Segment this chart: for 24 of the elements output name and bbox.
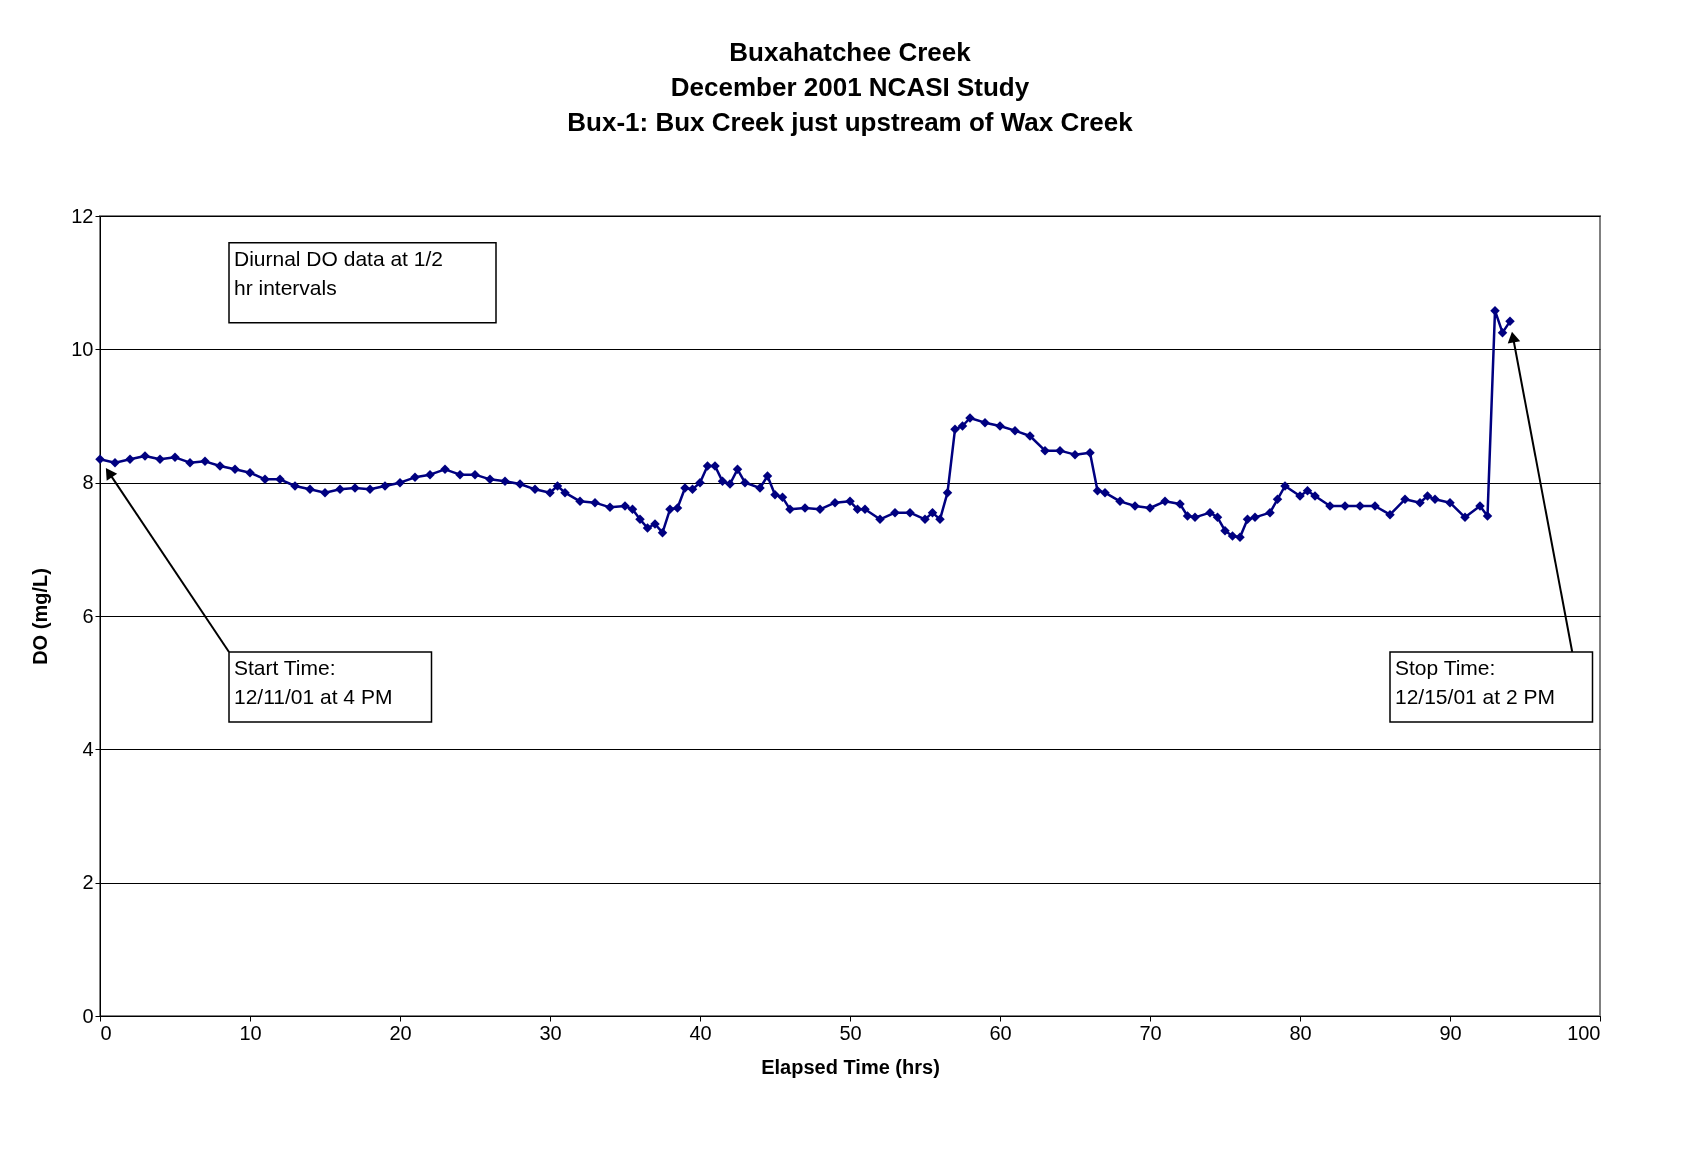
x-tick-label: 70 (1139, 1021, 1162, 1044)
y-tick-label: 10 (71, 337, 94, 360)
y-tick-label: 8 (82, 471, 94, 494)
x-tick-label: 60 (989, 1021, 1012, 1044)
y-axis-title: DO (mg/L) (29, 568, 52, 665)
annotation: Start Time: 12/11/01 at 4 PM (234, 656, 393, 708)
x-axis-title: Elapsed Time (hrs) (761, 1055, 940, 1078)
x-tick-label: 30 (539, 1021, 562, 1044)
x-tick-label: 100 (1567, 1021, 1601, 1044)
y-tick-label: 12 (71, 204, 94, 227)
annotation: Diurnal DO data at 1/2 hr intervals (234, 246, 443, 299)
y-tick-label: 6 (82, 604, 94, 627)
x-tick-label: 0 (100, 1021, 112, 1044)
x-tick-label: 10 (239, 1021, 262, 1044)
x-tick-label: 50 (839, 1021, 862, 1044)
x-tick-label: 40 (689, 1021, 712, 1044)
x-tick-label: 80 (1289, 1021, 1312, 1044)
y-tick-label: 0 (82, 1004, 94, 1027)
annotation: Stop Time: 12/15/01 at 2 PM (1395, 656, 1555, 708)
x-tick-label: 90 (1439, 1021, 1462, 1044)
y-tick-label: 4 (82, 737, 94, 760)
x-tick-label: 20 (389, 1021, 412, 1044)
chart-title: Buxahatchee Creek December 2001 NCASI Study Bux-1: Bux Creek just upstream of Wax Creek (567, 37, 1134, 137)
y-tick-label: 2 (82, 871, 94, 894)
